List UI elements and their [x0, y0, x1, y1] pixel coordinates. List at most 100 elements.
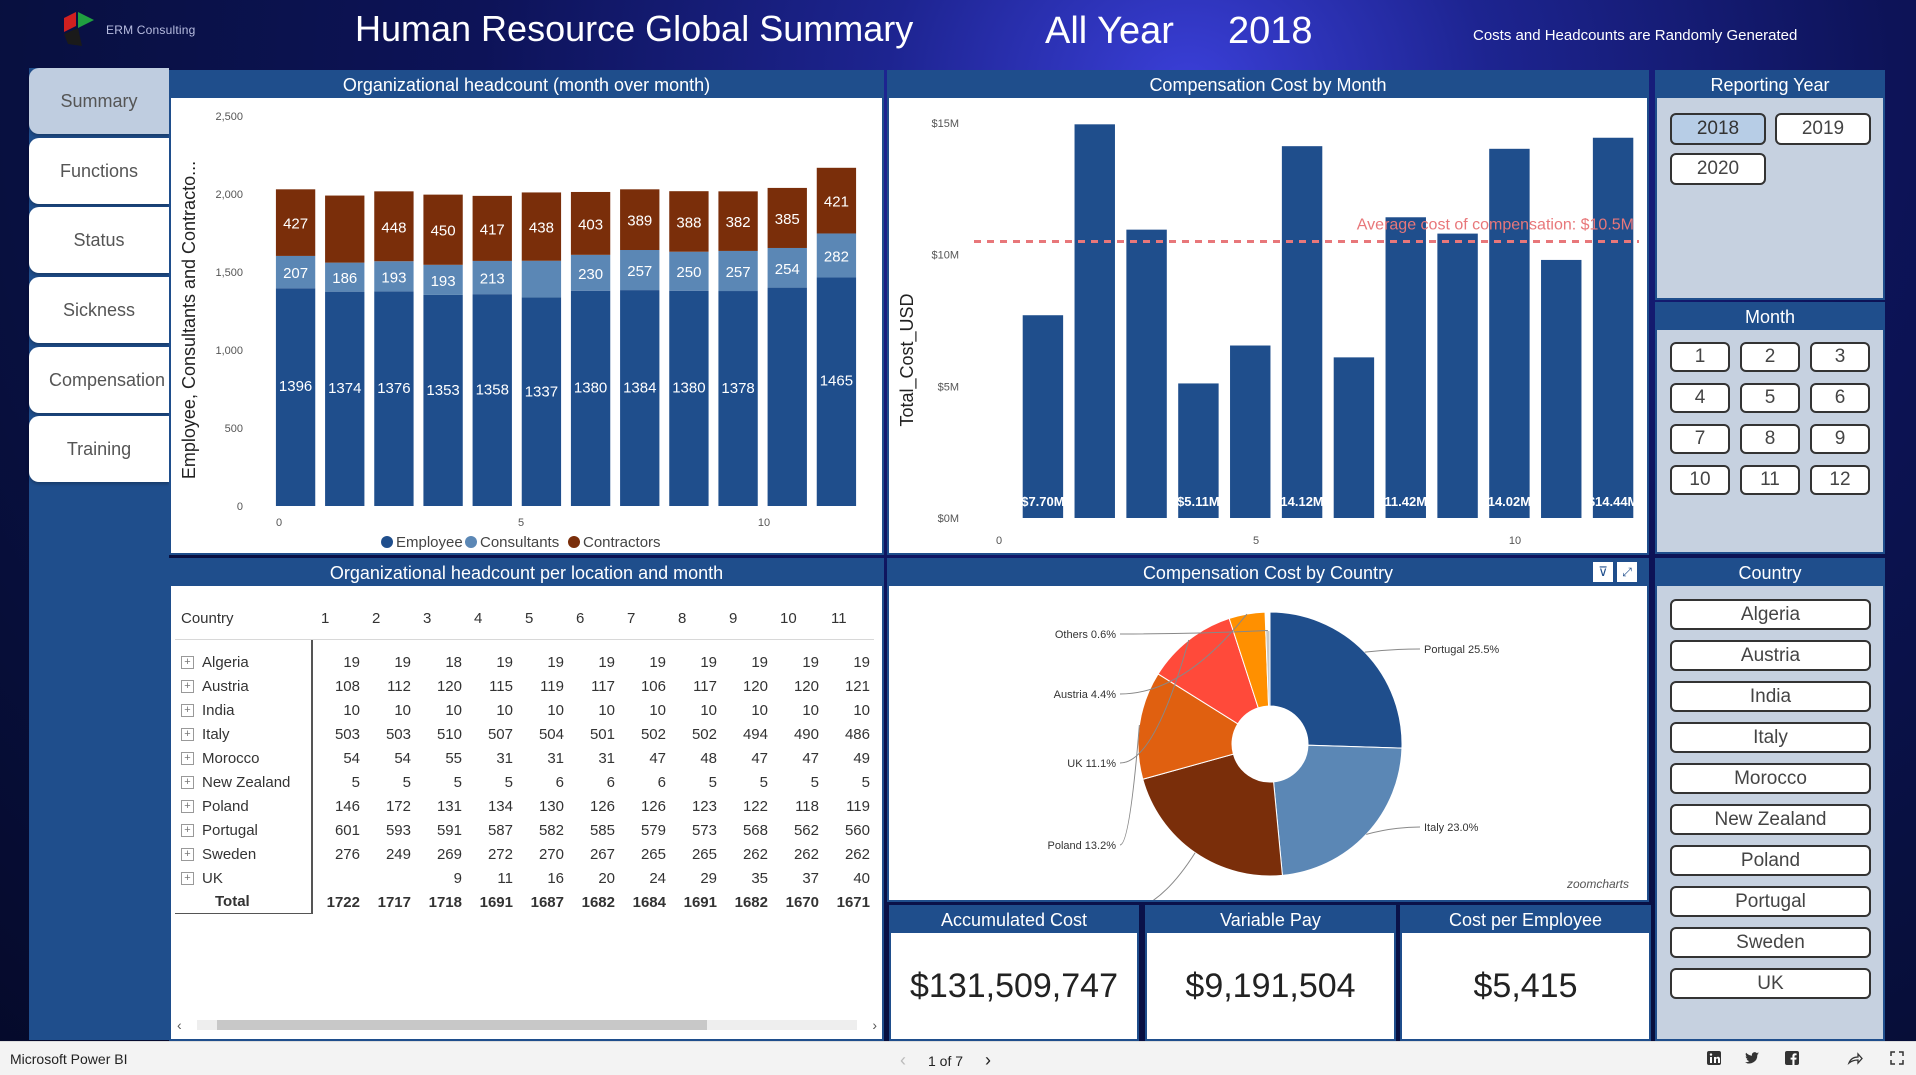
expand-row-icon[interactable]: +: [181, 775, 194, 789]
table-horizontal-scrollbar[interactable]: ‹ ›: [177, 1017, 877, 1033]
country-option-portugal[interactable]: Portugal: [1670, 886, 1871, 917]
nav-summary[interactable]: Summary: [29, 68, 169, 134]
bar-employee: [718, 291, 758, 506]
page-navigator: ‹ 1 of 7 ›: [900, 1050, 991, 1071]
prev-page-icon[interactable]: ‹: [900, 1050, 906, 1070]
footer-brand[interactable]: Microsoft Power BI: [10, 1051, 128, 1067]
fullscreen-icon[interactable]: [1888, 1050, 1906, 1068]
month-option-11[interactable]: 11: [1740, 465, 1800, 495]
nav-training[interactable]: Training: [29, 416, 169, 482]
country-pie-title: Compensation Cost by Country: [889, 560, 1647, 586]
table-cell: 579: [640, 821, 666, 839]
country-option-sweden[interactable]: Sweden: [1670, 927, 1871, 958]
column-header[interactable]: Country: [181, 610, 234, 627]
month-option-2[interactable]: 2: [1740, 342, 1800, 372]
country-pie-chart[interactable]: Portugal 25.5%Italy 23.0%Sweden 22.2%Pol…: [889, 586, 1647, 919]
table-cell: 10: [700, 701, 717, 719]
column-header[interactable]: 9: [729, 610, 738, 627]
column-header[interactable]: 5: [525, 610, 534, 627]
expand-row-icon[interactable]: +: [181, 655, 194, 669]
year-option-2019[interactable]: 2019: [1775, 113, 1871, 145]
month-option-7[interactable]: 7: [1670, 424, 1730, 454]
country-option-uk[interactable]: UK: [1670, 968, 1871, 999]
linkedin-icon[interactable]: [1705, 1050, 1723, 1068]
country-option-india[interactable]: India: [1670, 681, 1871, 712]
month-option-12[interactable]: 12: [1810, 465, 1870, 495]
month-option-4[interactable]: 4: [1670, 383, 1730, 413]
table-cell: 47: [649, 749, 666, 767]
nav-functions[interactable]: Functions: [29, 138, 169, 204]
filter-icon[interactable]: ⊽: [1593, 562, 1613, 582]
year-option-2018[interactable]: 2018: [1670, 113, 1766, 145]
month-option-8[interactable]: 8: [1740, 424, 1800, 454]
table-cell: 123: [691, 797, 717, 815]
expand-row-icon[interactable]: +: [181, 823, 194, 837]
expand-row-icon[interactable]: +: [181, 751, 194, 765]
kpi-accumulated-cost: Accumulated Cost $131,509,747: [889, 905, 1139, 1041]
country-option-morocco[interactable]: Morocco: [1670, 763, 1871, 794]
column-header[interactable]: 7: [627, 610, 636, 627]
country-option-italy[interactable]: Italy: [1670, 722, 1871, 753]
scroll-right-icon[interactable]: ›: [872, 1017, 877, 1033]
nav-status[interactable]: Status: [29, 207, 169, 273]
headcount-chart[interactable]: 0 500 1,000 1,500 2,000 2,500 Employee, Consul…: [171, 98, 882, 553]
compensation-bar: [1074, 124, 1115, 519]
nav-sickness[interactable]: Sickness: [29, 277, 169, 343]
column-header[interactable]: 10: [780, 610, 797, 627]
bar-data-label: 1380: [672, 380, 705, 397]
month-option-10[interactable]: 10: [1670, 465, 1730, 495]
table-cell: 54: [394, 749, 411, 767]
location-table-panel: Organizational headcount per location an…: [169, 558, 884, 1041]
bar-data-label: 448: [381, 219, 406, 236]
share-icon[interactable]: [1846, 1050, 1864, 1068]
table-cell: 18: [445, 653, 462, 671]
table-cell: 19: [751, 653, 768, 671]
country-option-austria[interactable]: Austria: [1670, 640, 1871, 671]
total-cell: 1671: [836, 893, 870, 911]
column-header[interactable]: 8: [678, 610, 687, 627]
next-page-icon[interactable]: ›: [985, 1050, 992, 1070]
scroll-left-icon[interactable]: ‹: [177, 1017, 182, 1033]
column-header[interactable]: 1: [321, 610, 330, 627]
column-header[interactable]: 6: [576, 610, 585, 627]
pie-label: UK 11.1%: [1067, 758, 1116, 770]
month-option-1[interactable]: 1: [1670, 342, 1730, 372]
expand-row-icon[interactable]: +: [181, 727, 194, 741]
expand-row-icon[interactable]: +: [181, 703, 194, 717]
expand-row-icon[interactable]: +: [181, 799, 194, 813]
expand-row-icon[interactable]: +: [181, 847, 194, 861]
month-option-6[interactable]: 6: [1810, 383, 1870, 413]
table-cell: 10: [751, 701, 768, 719]
column-header[interactable]: 3: [423, 610, 432, 627]
month-slicer-title: Month: [1657, 304, 1883, 330]
total-cell: 1682: [734, 893, 768, 911]
expand-row-icon[interactable]: +: [181, 679, 194, 693]
facebook-icon[interactable]: [1783, 1050, 1801, 1068]
table-cell: 10: [802, 701, 819, 719]
month-option-9[interactable]: 9: [1810, 424, 1870, 454]
y-axis-label: Total_Cost_USD: [897, 293, 918, 426]
bar-data-label: 193: [431, 273, 456, 290]
nav-compensation[interactable]: Compensation: [29, 347, 169, 413]
column-header[interactable]: 2: [372, 610, 381, 627]
row-country: Portugal: [202, 821, 258, 839]
year-option-2020[interactable]: 2020: [1670, 153, 1766, 185]
compensation-month-chart[interactable]: $0M $5M $10M $15M Total_Cost_USD 0 5 10 $7.70M $5…: [889, 98, 1647, 553]
column-header[interactable]: 11: [831, 610, 847, 627]
kpi-accumulated-cost-value: $131,509,747: [910, 967, 1118, 1005]
bar-contractors: [472, 195, 512, 261]
month-option-3[interactable]: 3: [1810, 342, 1870, 372]
column-header[interactable]: 4: [474, 610, 483, 627]
bar-data-label: 389: [627, 213, 652, 230]
scrollbar-thumb[interactable]: [217, 1020, 707, 1030]
country-option-poland[interactable]: Poland: [1670, 845, 1871, 876]
country-option-algeria[interactable]: Algeria: [1670, 599, 1871, 630]
month-option-5[interactable]: 5: [1740, 383, 1800, 413]
country-slicer: Country Algeria Austria India Italy Morocco N…: [1655, 558, 1885, 1041]
compensation-month-panel: Compensation Cost by Month $0M $5M $10M $15…: [887, 70, 1649, 555]
twitter-icon[interactable]: [1743, 1050, 1761, 1068]
expand-row-icon[interactable]: +: [181, 871, 194, 885]
country-option-new-zealand[interactable]: New Zealand: [1670, 804, 1871, 835]
expand-icon[interactable]: ⤢: [1617, 562, 1637, 582]
table-cell: 593: [385, 821, 411, 839]
